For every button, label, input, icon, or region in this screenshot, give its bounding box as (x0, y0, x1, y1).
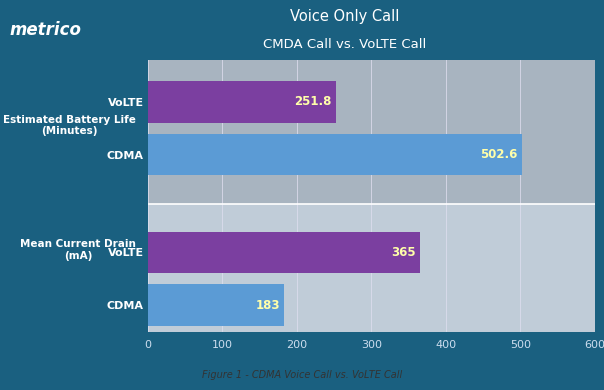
Text: 300: 300 (361, 340, 382, 350)
Text: Voice Only Call: Voice Only Call (289, 9, 399, 25)
Text: Estimated Battery Life
(Minutes): Estimated Battery Life (Minutes) (3, 115, 136, 136)
Text: 365: 365 (391, 246, 416, 259)
Text: 400: 400 (435, 340, 457, 350)
Text: Figure 1 - CDMA Voice Call vs. VoLTE Call: Figure 1 - CDMA Voice Call vs. VoLTE Cal… (202, 370, 402, 380)
Text: 500: 500 (510, 340, 531, 350)
Text: 600: 600 (585, 340, 604, 350)
Bar (148, 284, 284, 326)
Text: 502.6: 502.6 (481, 148, 518, 161)
Bar (148, 204, 595, 332)
Bar (148, 60, 595, 204)
Text: 251.8: 251.8 (294, 96, 331, 108)
Text: CMDA Call vs. VoLTE Call: CMDA Call vs. VoLTE Call (263, 38, 426, 51)
Bar (148, 134, 522, 175)
Bar (148, 81, 336, 122)
Text: metrico: metrico (10, 21, 81, 39)
Bar (148, 232, 420, 273)
Text: 183: 183 (255, 299, 280, 312)
Text: Mean Current Drain
(mA): Mean Current Drain (mA) (21, 239, 136, 261)
Text: 0: 0 (144, 340, 152, 350)
Text: 100: 100 (212, 340, 233, 350)
Text: 200: 200 (286, 340, 307, 350)
